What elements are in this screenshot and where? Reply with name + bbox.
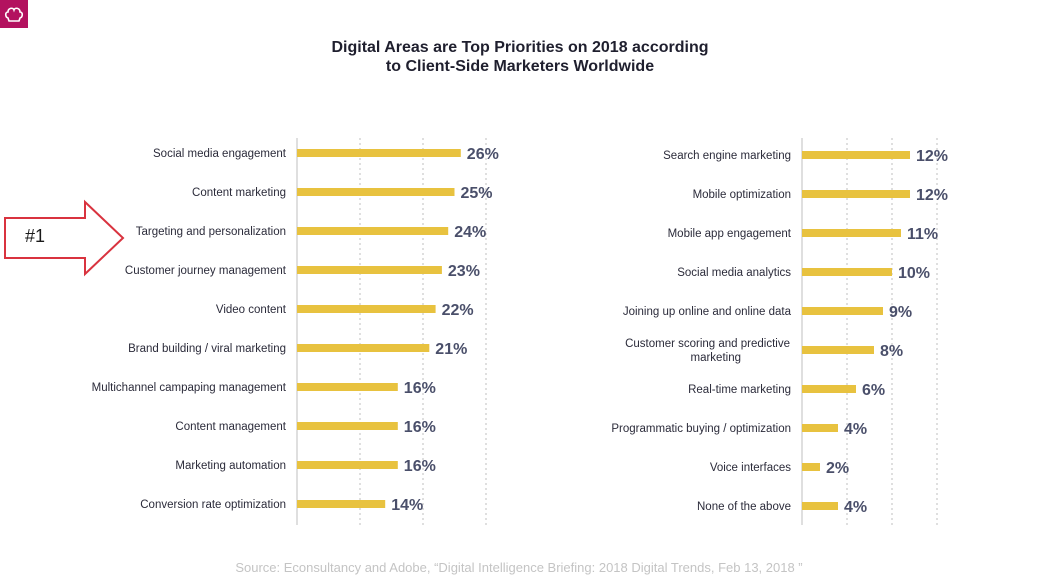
value-label: 23% bbox=[448, 263, 480, 280]
category-label: Video content bbox=[216, 304, 287, 316]
category-label: Mobile optimization bbox=[693, 189, 791, 201]
value-label: 22% bbox=[442, 302, 474, 319]
value-label: 9% bbox=[889, 304, 912, 321]
bar bbox=[297, 383, 398, 391]
value-label: 24% bbox=[454, 224, 486, 241]
category-label: Customer scoring and predictive marketing bbox=[625, 338, 790, 364]
chart-title: Digital Areas are Top Priorities on 2018… bbox=[200, 38, 840, 76]
title-line-1: Digital Areas are Top Priorities on 2018… bbox=[331, 39, 709, 56]
bar bbox=[297, 305, 436, 313]
category-label: Brand building / viral marketing bbox=[128, 343, 286, 355]
value-label: 25% bbox=[461, 185, 493, 202]
category-label: Search engine marketing bbox=[663, 150, 791, 162]
bar bbox=[297, 149, 461, 157]
category-label: Marketing automation bbox=[175, 460, 286, 472]
bar bbox=[297, 188, 455, 196]
category-label: Conversion rate optimization bbox=[140, 499, 286, 511]
callout-label: #1 bbox=[25, 226, 46, 246]
value-label: 8% bbox=[880, 343, 903, 360]
category-label: Content marketing bbox=[192, 187, 286, 199]
value-label: 14% bbox=[391, 497, 423, 514]
bar bbox=[802, 502, 838, 510]
category-label: Voice interfaces bbox=[710, 462, 791, 474]
bar bbox=[802, 190, 910, 198]
bar bbox=[802, 346, 874, 354]
bar bbox=[802, 463, 820, 471]
bar bbox=[802, 424, 838, 432]
value-label: 26% bbox=[467, 146, 499, 163]
value-label: 12% bbox=[916, 187, 948, 204]
title-line-2: to Client-Side Marketers Worldwide bbox=[385, 58, 655, 75]
category-label: Real-time marketing bbox=[688, 384, 791, 396]
value-label: 12% bbox=[916, 148, 948, 165]
value-label: 2% bbox=[826, 460, 849, 477]
chef-hat-icon bbox=[4, 7, 24, 22]
value-label: 10% bbox=[898, 265, 930, 282]
category-label: Customer journey management bbox=[125, 265, 287, 277]
category-label: Content management bbox=[175, 421, 286, 433]
value-label: 16% bbox=[404, 380, 436, 397]
category-label: Social media engagement bbox=[153, 148, 287, 160]
bar bbox=[802, 307, 883, 315]
category-label: Social media analytics bbox=[677, 267, 791, 279]
category-label: None of the above bbox=[697, 501, 791, 513]
bar bbox=[802, 268, 892, 276]
value-label: 16% bbox=[404, 458, 436, 475]
bar bbox=[802, 385, 856, 393]
value-label: 21% bbox=[435, 341, 467, 358]
value-label: 4% bbox=[844, 421, 867, 438]
value-label: 6% bbox=[862, 382, 885, 399]
value-label: 4% bbox=[844, 499, 867, 516]
category-label: Targeting and personalization bbox=[136, 226, 286, 238]
category-label: Joining up online and online data bbox=[623, 306, 792, 318]
source-note: Source: Econsultancy and Adobe, “Digital… bbox=[235, 560, 803, 575]
value-label: 16% bbox=[404, 419, 436, 436]
bar bbox=[297, 422, 398, 430]
value-label: 11% bbox=[907, 226, 938, 243]
bar bbox=[297, 227, 449, 235]
category-label: Multichannel campaping management bbox=[92, 382, 287, 394]
bar bbox=[297, 500, 386, 508]
category-label: Programmatic buying / optimization bbox=[611, 423, 791, 435]
callout-arrow-icon bbox=[4, 199, 125, 277]
brand-logo bbox=[0, 0, 28, 28]
category-label: Mobile app engagement bbox=[668, 228, 792, 240]
bar bbox=[297, 266, 442, 274]
bar bbox=[802, 151, 910, 159]
bar bbox=[802, 229, 901, 237]
bar bbox=[297, 461, 398, 469]
bar bbox=[297, 344, 430, 352]
